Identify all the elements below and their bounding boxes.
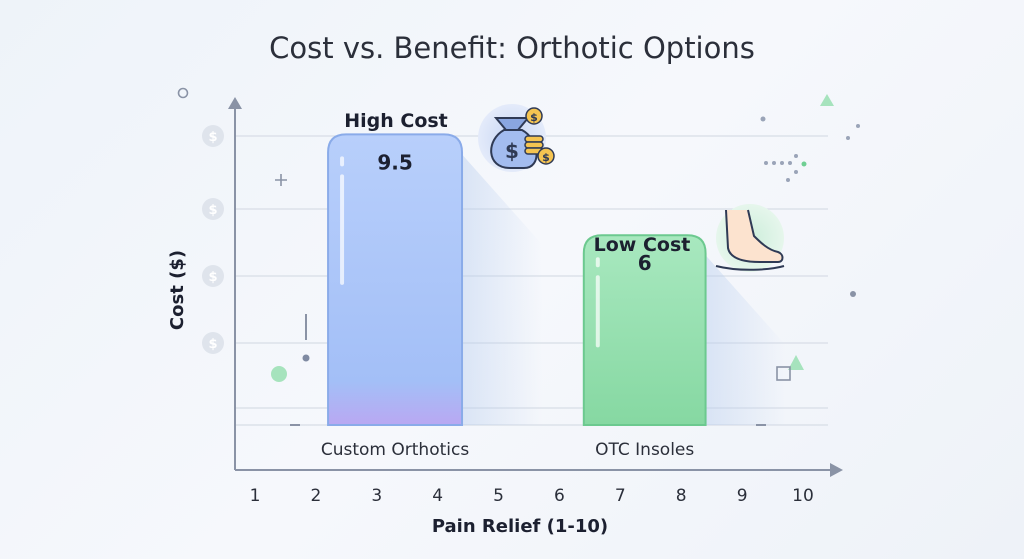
svg-text:$: $ [542, 151, 550, 164]
bar-custom-orthotics [327, 133, 464, 426]
x-tick-label: 6 [554, 486, 565, 506]
x-axis-arrow [830, 463, 843, 477]
category-labels: Custom Orthotics OTC Insoles [321, 440, 695, 460]
category-label: OTC Insoles [595, 440, 694, 460]
decorations [177, 87, 860, 426]
money-bag-icon: $ $ $ [478, 104, 555, 172]
bar-highlight [340, 156, 345, 167]
bar-highlight [595, 257, 600, 268]
annotation-high-cost: High Cost [344, 110, 448, 132]
dollar-coin-icon: $ [202, 125, 224, 147]
x-tick-label: 2 [310, 486, 321, 506]
chart-title: Cost vs. Benefit: Orthotic Options [269, 31, 755, 65]
x-tick-label: 8 [676, 486, 687, 506]
bar-shadow [705, 255, 786, 425]
category-label: Custom Orthotics [321, 440, 469, 460]
dollar-coin-icon: $ [202, 265, 224, 287]
foot-icon [715, 204, 785, 272]
x-tick-label: 10 [792, 486, 814, 506]
y-ticks: $ $ $ $ [202, 125, 224, 354]
bar-highlight [340, 174, 345, 285]
value-label: 9.5 [377, 150, 412, 174]
annotation-low-cost: Low Cost [594, 234, 691, 256]
x-tick-label: 1 [250, 486, 261, 506]
value-labels: 9.56 [377, 150, 651, 275]
svg-text:$: $ [208, 130, 217, 145]
x-tick-label: 7 [615, 486, 626, 506]
bar-otc-insoles [582, 234, 707, 426]
bar-highlight [595, 275, 600, 348]
svg-text:$: $ [530, 111, 538, 124]
bar-shadows [462, 154, 786, 425]
dollar-coin-icon: $ [202, 198, 224, 220]
axes [228, 97, 843, 477]
x-ticks: 1 2 3 4 5 6 7 8 9 10 [250, 486, 814, 506]
x-tick-label: 4 [432, 486, 443, 506]
bar-shadow [462, 154, 543, 425]
x-tick-label: 3 [371, 486, 382, 506]
x-tick-label: 9 [737, 486, 748, 506]
svg-text:$: $ [208, 203, 217, 218]
svg-text:$: $ [208, 270, 217, 285]
y-axis-arrow [228, 97, 242, 109]
x-axis-label: Pain Relief (1-10) [432, 516, 608, 537]
value-label: 6 [638, 251, 652, 275]
x-tick-label: 5 [493, 486, 504, 506]
bars [327, 133, 707, 426]
dollar-coin-icon: $ [202, 332, 224, 354]
y-axis-label: Cost ($) [167, 250, 188, 330]
svg-text:$: $ [208, 337, 217, 352]
svg-text:$: $ [505, 139, 519, 163]
